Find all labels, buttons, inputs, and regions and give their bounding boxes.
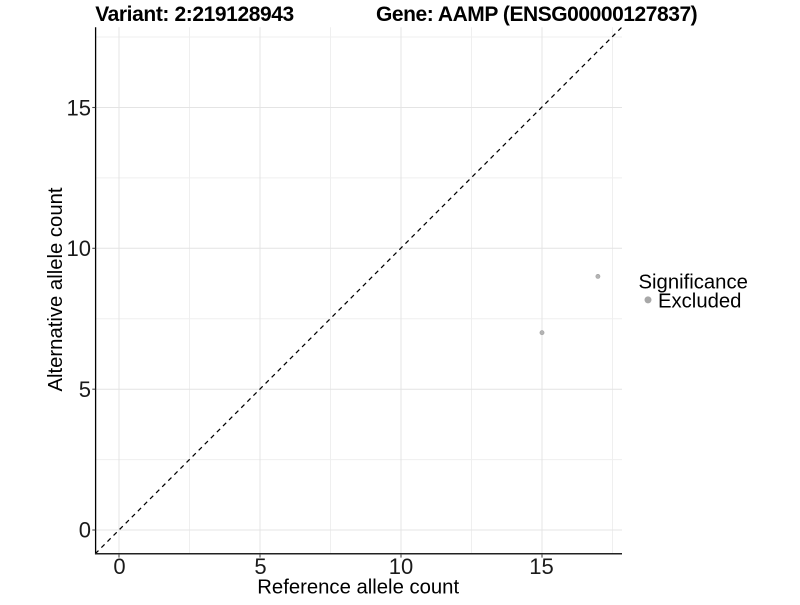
svg-text:Alternative allele count: Alternative allele count [45, 187, 67, 391]
svg-text:Significance: Significance [639, 271, 748, 293]
svg-text:5: 5 [79, 377, 91, 402]
svg-text:0: 0 [79, 518, 91, 543]
svg-text:0: 0 [113, 554, 125, 579]
svg-text:15: 15 [529, 554, 553, 579]
svg-text:Gene: AAMP (ENSG00000127837): Gene: AAMP (ENSG00000127837) [376, 3, 697, 26]
svg-text:10: 10 [389, 554, 413, 579]
svg-text:Reference allele count: Reference allele count [257, 576, 459, 598]
svg-text:Excluded: Excluded [658, 291, 741, 313]
svg-text:10: 10 [67, 236, 91, 261]
svg-text:15: 15 [67, 95, 91, 120]
svg-text:Variant: 2:219128943: Variant: 2:219128943 [95, 3, 294, 26]
svg-text:5: 5 [254, 554, 266, 579]
